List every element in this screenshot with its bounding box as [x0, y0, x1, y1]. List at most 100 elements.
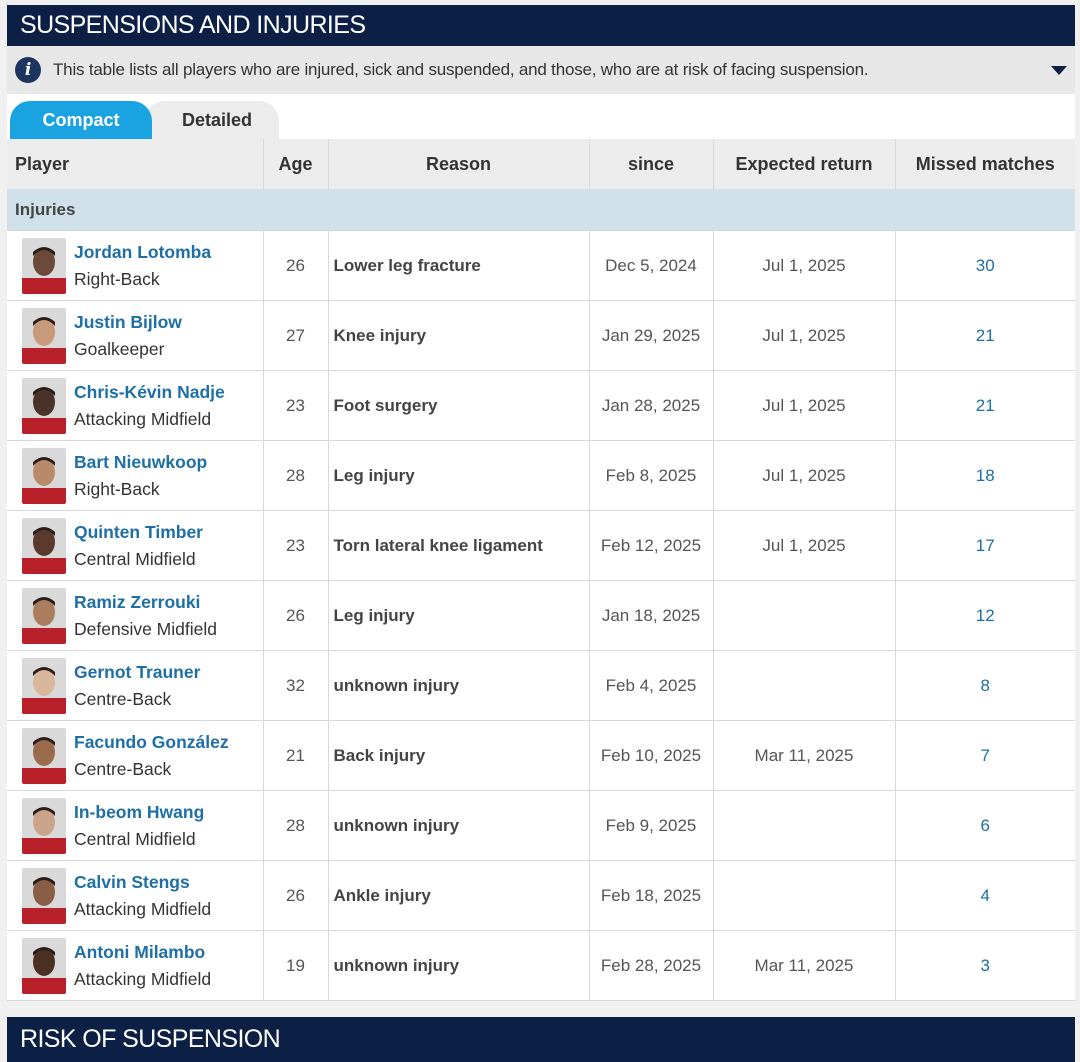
age-cell: 23	[263, 370, 329, 441]
player-name-link[interactable]: Bart Nieuwkoop	[74, 451, 208, 472]
missed-matches-link[interactable]: 21	[895, 370, 1075, 441]
player-cell: Quinten Timber Central Midfield	[7, 510, 264, 581]
table-row: Antoni Milambo Attacking Midfield 19 unk…	[7, 930, 1075, 1000]
expected-return-cell	[713, 860, 896, 931]
reason-cell: unknown injury	[328, 790, 590, 861]
player-position: Defensive Midfield	[74, 618, 217, 639]
age-cell: 28	[263, 790, 329, 861]
player-name-link[interactable]: Antoni Milambo	[74, 941, 206, 962]
expected-return-cell: Jul 1, 2025	[713, 440, 896, 511]
section-title: SUSPENSIONS AND INJURIES	[7, 5, 1075, 46]
age-cell: 21	[263, 720, 329, 791]
avatar[interactable]	[22, 797, 66, 854]
avatar[interactable]	[22, 867, 66, 924]
section-title-risk: RISK OF SUSPENSION	[7, 1017, 1075, 1062]
table-row: In-beom Hwang Central Midfield 28 unknow…	[7, 790, 1075, 861]
column-header-reason[interactable]: Reason	[328, 139, 590, 189]
reason-cell: Lower leg fracture	[328, 230, 590, 301]
table-row: Gernot Trauner Centre-Back 32 unknown in…	[7, 650, 1075, 721]
avatar[interactable]	[22, 307, 66, 364]
tab-detailed[interactable]: Detailed	[145, 101, 279, 139]
expected-return-cell: Jul 1, 2025	[713, 300, 896, 371]
tab-compact[interactable]: Compact	[10, 101, 152, 139]
player-cell: Bart Nieuwkoop Right-Back	[7, 440, 264, 511]
risk-of-suspension-panel: RISK OF SUSPENSION	[7, 1017, 1075, 1062]
player-position: Right-Back	[74, 268, 160, 289]
column-header-since[interactable]: since	[589, 139, 714, 189]
player-name-link[interactable]: Chris-Kévin Nadje	[74, 381, 225, 402]
tab-bar: Detailed Compact	[7, 94, 1075, 139]
player-cell: Ramiz Zerrouki Defensive Midfield	[7, 580, 264, 651]
avatar[interactable]	[22, 447, 66, 504]
reason-cell: unknown injury	[328, 650, 590, 721]
age-cell: 19	[263, 930, 329, 1000]
since-cell: Feb 10, 2025	[589, 720, 714, 791]
reason-cell: Knee injury	[328, 300, 590, 371]
expected-return-cell: Mar 11, 2025	[713, 720, 896, 791]
injuries-table: Player Age Reason since Expected return …	[7, 139, 1075, 1000]
player-position: Attacking Midfield	[74, 898, 212, 919]
player-name-link[interactable]: Ramiz Zerrouki	[74, 591, 201, 612]
player-name-link[interactable]: Quinten Timber	[74, 521, 203, 542]
table-header-row: Player Age Reason since Expected return …	[7, 139, 1075, 189]
missed-matches-link[interactable]: 6	[895, 790, 1075, 861]
missed-matches-link[interactable]: 7	[895, 720, 1075, 791]
player-name-link[interactable]: Jordan Lotomba	[74, 241, 212, 262]
missed-matches-link[interactable]: 17	[895, 510, 1075, 581]
player-position: Central Midfield	[74, 548, 196, 569]
age-cell: 26	[263, 580, 329, 651]
table-row: Facundo González Centre-Back 21 Back inj…	[7, 720, 1075, 791]
info-icon: i	[15, 57, 41, 83]
avatar[interactable]	[22, 727, 66, 784]
reason-cell: Back injury	[328, 720, 590, 791]
since-cell: Feb 9, 2025	[589, 790, 714, 861]
missed-matches-link[interactable]: 3	[895, 930, 1075, 1000]
player-name-link[interactable]: Calvin Stengs	[74, 871, 190, 892]
player-cell: Facundo González Centre-Back	[7, 720, 264, 791]
expected-return-cell	[713, 580, 896, 651]
table-row: Ramiz Zerrouki Defensive Midfield 26 Leg…	[7, 580, 1075, 651]
missed-matches-link[interactable]: 21	[895, 300, 1075, 371]
avatar[interactable]	[22, 377, 66, 434]
expected-return-cell: Jul 1, 2025	[713, 370, 896, 441]
info-bar[interactable]: i This table lists all players who are i…	[7, 46, 1075, 94]
missed-matches-link[interactable]: 18	[895, 440, 1075, 511]
column-header-expected-return[interactable]: Expected return	[713, 139, 896, 189]
table-row: Jordan Lotomba Right-Back 26 Lower leg f…	[7, 230, 1075, 301]
expected-return-cell: Jul 1, 2025	[713, 510, 896, 581]
table-row: Quinten Timber Central Midfield 23 Torn …	[7, 510, 1075, 581]
avatar[interactable]	[22, 657, 66, 714]
missed-matches-link[interactable]: 12	[895, 580, 1075, 651]
avatar[interactable]	[22, 517, 66, 574]
since-cell: Jan 29, 2025	[589, 300, 714, 371]
since-cell: Feb 18, 2025	[589, 860, 714, 931]
table-row: Calvin Stengs Attacking Midfield 26 Ankl…	[7, 860, 1075, 931]
expected-return-cell: Mar 11, 2025	[713, 930, 896, 1000]
chevron-down-icon[interactable]	[1051, 66, 1067, 75]
missed-matches-link[interactable]: 30	[895, 230, 1075, 301]
player-name-link[interactable]: Justin Bijlow	[74, 311, 182, 332]
column-header-missed-matches[interactable]: Missed matches	[895, 139, 1075, 189]
avatar[interactable]	[22, 237, 66, 294]
reason-cell: Torn lateral knee ligament	[328, 510, 590, 581]
group-row-injuries: Injuries	[7, 189, 1075, 231]
reason-cell: Ankle injury	[328, 860, 590, 931]
player-cell: In-beom Hwang Central Midfield	[7, 790, 264, 861]
since-cell: Feb 12, 2025	[589, 510, 714, 581]
player-name-link[interactable]: Facundo González	[74, 731, 229, 752]
player-name-link[interactable]: In-beom Hwang	[74, 801, 205, 822]
reason-cell: Leg injury	[328, 440, 590, 511]
player-position: Centre-Back	[74, 758, 172, 779]
since-cell: Feb 8, 2025	[589, 440, 714, 511]
avatar[interactable]	[22, 937, 66, 994]
table-row: Justin Bijlow Goalkeeper 27 Knee injury …	[7, 300, 1075, 371]
missed-matches-link[interactable]: 4	[895, 860, 1075, 931]
column-header-player[interactable]: Player	[7, 139, 264, 189]
age-cell: 28	[263, 440, 329, 511]
column-header-age[interactable]: Age	[263, 139, 329, 189]
age-cell: 32	[263, 650, 329, 721]
since-cell: Feb 4, 2025	[589, 650, 714, 721]
missed-matches-link[interactable]: 8	[895, 650, 1075, 721]
player-name-link[interactable]: Gernot Trauner	[74, 661, 201, 682]
avatar[interactable]	[22, 587, 66, 644]
